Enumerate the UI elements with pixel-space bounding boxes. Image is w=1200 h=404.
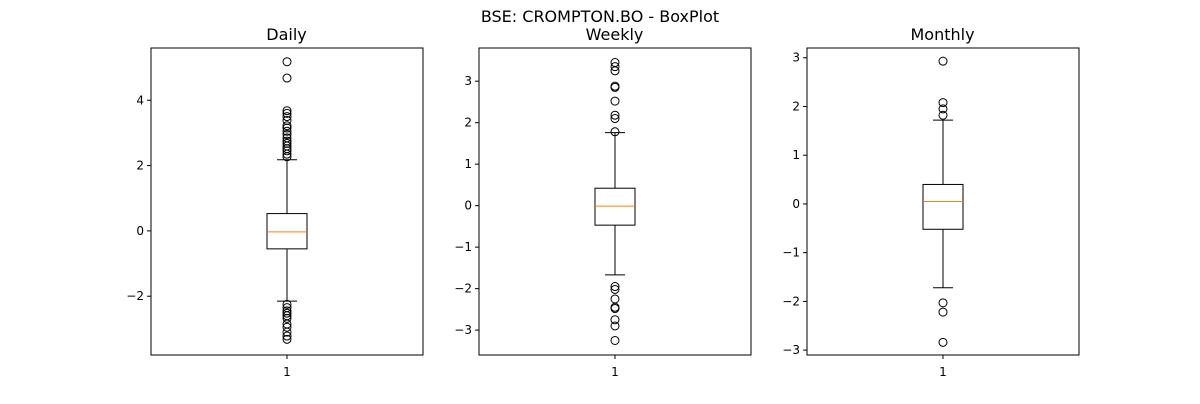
weekly-ytick-label: −3 bbox=[454, 323, 472, 337]
weekly-ytick-label: 0 bbox=[464, 199, 472, 213]
weekly-ytick-label: 3 bbox=[464, 74, 472, 88]
daily-ytick-label: 2 bbox=[136, 159, 144, 173]
figure-suptitle: BSE: CROMPTON.BO - BoxPlot bbox=[481, 7, 719, 26]
daily-ytick-label: 0 bbox=[136, 224, 144, 238]
daily-outlier-point bbox=[282, 121, 292, 131]
monthly-outlier-point bbox=[938, 56, 948, 66]
daily-ytick-label: 4 bbox=[136, 93, 144, 107]
daily-outlier-point bbox=[282, 327, 292, 337]
weekly-outlier-point bbox=[610, 127, 620, 137]
monthly-box bbox=[922, 183, 964, 230]
weekly-box bbox=[594, 187, 636, 226]
monthly-ytick-label: 0 bbox=[792, 197, 800, 211]
daily-box bbox=[266, 213, 308, 250]
weekly-outlier-point bbox=[610, 62, 620, 72]
daily-outlier-point bbox=[282, 146, 292, 156]
weekly-outlier-point bbox=[610, 96, 620, 106]
monthly-outlier-point bbox=[938, 298, 948, 308]
daily-outlier-point bbox=[282, 112, 292, 122]
daily-outlier-point bbox=[282, 57, 292, 67]
daily-outlier-point bbox=[282, 106, 292, 116]
daily-outlier-point bbox=[282, 299, 292, 309]
weekly-xtick-label: 1 bbox=[611, 365, 619, 379]
monthly-ytick-label: −2 bbox=[782, 294, 800, 308]
daily-boxplot-panel: Daily −2 0 2 4 1 bbox=[126, 25, 424, 379]
weekly-outlier-point bbox=[610, 82, 620, 92]
daily-outlier-point bbox=[282, 334, 292, 344]
daily-outlier-point bbox=[282, 108, 292, 118]
weekly-ytick-label: 2 bbox=[464, 116, 472, 130]
daily-outlier-point bbox=[282, 331, 292, 341]
monthly-boxplot-panel: Monthly −3 −2 −1 0 1 2 3 1 bbox=[782, 25, 1080, 379]
daily-outlier-point bbox=[282, 322, 292, 332]
monthly-outlier-point bbox=[938, 307, 948, 317]
daily-outlier-point bbox=[282, 308, 292, 318]
monthly-ytick-label: 2 bbox=[792, 99, 800, 113]
weekly-outlier-point bbox=[610, 114, 620, 124]
daily-panel-title: Daily bbox=[266, 25, 306, 44]
weekly-ytick-label: 1 bbox=[464, 157, 472, 171]
daily-xtick-label: 1 bbox=[283, 365, 291, 379]
monthly-ytick-label: 3 bbox=[792, 51, 800, 65]
weekly-outlier-point bbox=[610, 335, 620, 345]
weekly-outlier-point bbox=[610, 110, 620, 120]
monthly-outlier-point bbox=[938, 110, 948, 120]
monthly-panel-title: Monthly bbox=[910, 25, 974, 44]
daily-outlier-point bbox=[282, 123, 292, 133]
monthly-outlier-point bbox=[938, 98, 948, 108]
daily-outlier-point bbox=[282, 149, 292, 159]
monthly-outlier-point bbox=[938, 337, 948, 347]
weekly-boxplot-panel: Weekly −3 −2 −1 0 1 2 3 1 bbox=[454, 25, 752, 379]
monthly-outlier-point bbox=[938, 104, 948, 114]
daily-outlier-point bbox=[282, 126, 292, 136]
weekly-outlier-point bbox=[610, 321, 620, 331]
monthly-ytick-label: −3 bbox=[782, 343, 800, 357]
weekly-outlier-point bbox=[610, 284, 620, 294]
daily-outlier-point bbox=[282, 130, 292, 140]
monthly-ytick-label: −1 bbox=[782, 246, 800, 260]
monthly-ytick-label: 1 bbox=[792, 148, 800, 162]
weekly-outlier-point bbox=[610, 315, 620, 325]
daily-outlier-point bbox=[282, 73, 292, 83]
weekly-outlier-point bbox=[610, 66, 620, 76]
weekly-outlier-point bbox=[610, 282, 620, 292]
daily-ytick-label: −2 bbox=[126, 289, 144, 303]
monthly-xtick-label: 1 bbox=[939, 365, 947, 379]
daily-outlier-point bbox=[282, 313, 292, 323]
daily-outlier-point bbox=[282, 152, 292, 162]
weekly-outlier-point bbox=[610, 304, 620, 314]
weekly-panel-title: Weekly bbox=[586, 25, 644, 44]
weekly-ytick-label: −2 bbox=[454, 282, 472, 296]
weekly-ytick-label: −1 bbox=[454, 240, 472, 254]
